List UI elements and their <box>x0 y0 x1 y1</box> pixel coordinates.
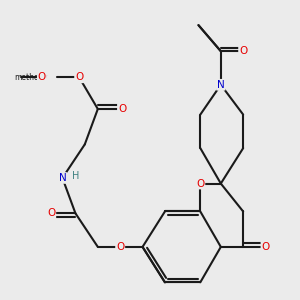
Text: O: O <box>75 72 83 82</box>
Text: O: O <box>118 104 126 114</box>
Text: O: O <box>116 242 124 252</box>
Text: methoxy: methoxy <box>14 73 47 82</box>
Text: O: O <box>38 72 46 82</box>
Text: O: O <box>196 178 204 188</box>
Text: N: N <box>58 173 66 183</box>
Text: O: O <box>47 208 56 218</box>
Text: O: O <box>239 46 247 56</box>
Text: N: N <box>217 80 225 90</box>
Text: O: O <box>261 242 270 252</box>
Text: H: H <box>72 171 79 181</box>
